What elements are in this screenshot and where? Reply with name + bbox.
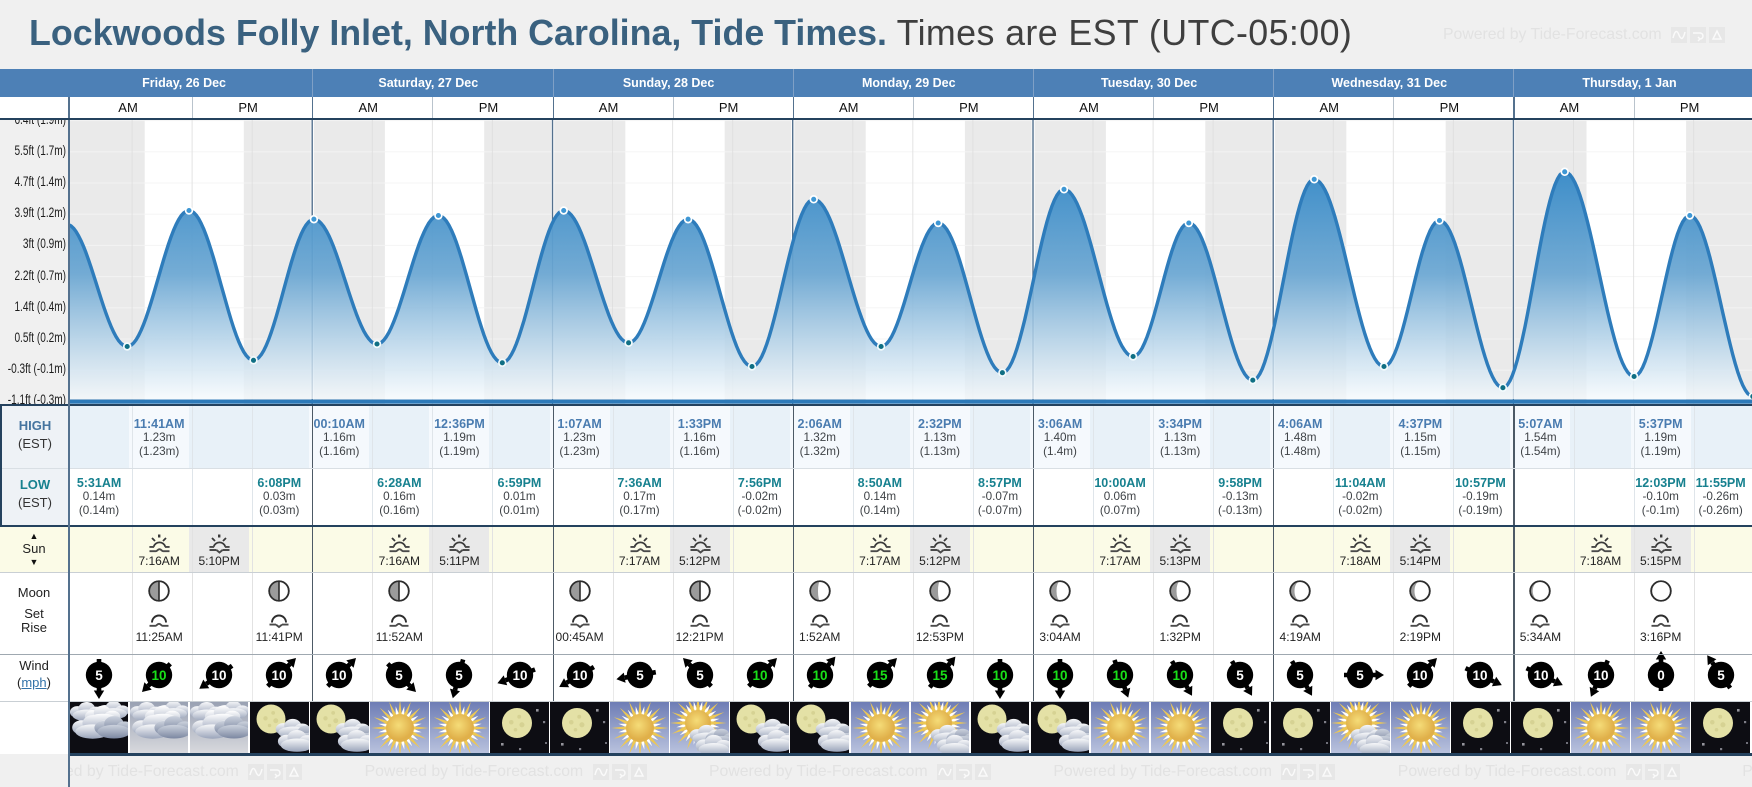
svg-text:10: 10 xyxy=(1052,668,1067,683)
svg-text:0: 0 xyxy=(1657,668,1665,683)
svg-text:5: 5 xyxy=(396,668,404,683)
svg-text:5: 5 xyxy=(1296,668,1304,683)
svg-text:10: 10 xyxy=(812,668,827,683)
svg-text:10: 10 xyxy=(332,668,347,683)
svg-text:10: 10 xyxy=(1173,668,1188,683)
svg-text:5: 5 xyxy=(1236,668,1244,683)
svg-text:5: 5 xyxy=(696,668,704,683)
svg-text:10: 10 xyxy=(1112,668,1127,683)
svg-text:10: 10 xyxy=(752,668,767,683)
svg-text:10: 10 xyxy=(212,668,227,683)
svg-text:5: 5 xyxy=(1357,668,1365,683)
svg-text:10: 10 xyxy=(1593,668,1608,683)
svg-text:10: 10 xyxy=(1413,668,1428,683)
svg-text:10: 10 xyxy=(1533,668,1548,683)
svg-text:5: 5 xyxy=(95,668,103,683)
svg-text:10: 10 xyxy=(1473,668,1488,683)
svg-text:5: 5 xyxy=(636,668,644,683)
svg-text:15: 15 xyxy=(872,668,888,683)
svg-text:10: 10 xyxy=(572,668,587,683)
svg-text:10: 10 xyxy=(992,668,1007,683)
svg-text:5: 5 xyxy=(1717,668,1725,683)
svg-text:5: 5 xyxy=(456,668,464,683)
svg-text:10: 10 xyxy=(272,668,287,683)
svg-text:10: 10 xyxy=(512,668,527,683)
svg-text:15: 15 xyxy=(932,668,948,683)
svg-text:10: 10 xyxy=(152,668,167,683)
